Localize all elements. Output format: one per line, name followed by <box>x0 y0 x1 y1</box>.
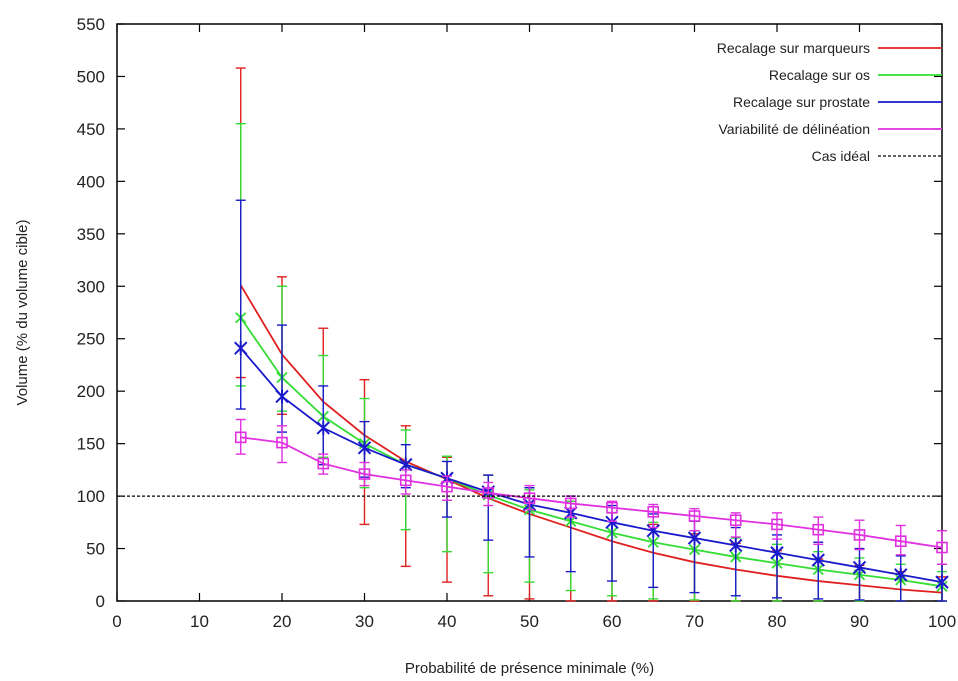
y-tick-label: 550 <box>77 15 105 34</box>
x-tick-label: 20 <box>273 612 292 631</box>
data-point <box>729 514 742 527</box>
y-tick-label: 450 <box>77 120 105 139</box>
x-tick-label: 0 <box>112 612 121 631</box>
data-point <box>606 501 618 514</box>
y-tick-label: 400 <box>77 172 105 191</box>
data-point <box>399 474 412 487</box>
data-point <box>276 436 288 449</box>
data-point <box>811 553 825 568</box>
data-point <box>523 492 536 504</box>
series-1 <box>235 122 948 602</box>
y-tick-label: 150 <box>77 435 105 454</box>
x-tick-label: 40 <box>438 612 457 631</box>
series-line <box>240 436 943 549</box>
x-tick-label: 80 <box>768 612 787 631</box>
data-point <box>564 497 577 510</box>
data-point <box>894 567 908 582</box>
legend-label: Cas idéal <box>812 148 870 164</box>
data-point <box>729 538 743 553</box>
y-tick-labels: 0 50 100 150 200 250 300 350 400 450 500 550 <box>77 15 105 611</box>
y-tick-label: 300 <box>77 277 105 296</box>
x-tick-labels: 0 10 20 30 40 50 60 70 80 90 100 <box>112 612 956 631</box>
series-line <box>240 317 943 588</box>
legend-label: Variabilité de délinéation <box>718 121 870 137</box>
data-point <box>441 480 453 493</box>
y-tick-label: 100 <box>77 487 105 506</box>
x-tick-label: 70 <box>685 612 704 631</box>
data-point <box>234 341 248 356</box>
x-tick-label: 100 <box>928 612 956 631</box>
data-point <box>687 531 702 546</box>
data-point <box>771 518 783 531</box>
x-tick-label: 60 <box>603 612 622 631</box>
data-point <box>853 529 866 541</box>
y-tick-label: 250 <box>77 330 105 349</box>
data-point <box>894 535 907 548</box>
series-line <box>240 347 943 584</box>
x-tick-label: 30 <box>355 612 374 631</box>
y-tick-label: 200 <box>77 382 105 401</box>
data-point <box>317 457 330 470</box>
x-tick-label: 50 <box>520 612 539 631</box>
data-point <box>935 575 949 590</box>
data-point <box>812 523 825 536</box>
data-point <box>358 468 371 480</box>
x-tick-label: 90 <box>850 612 869 631</box>
data-point <box>275 389 289 404</box>
x-tick-label: 10 <box>190 612 209 631</box>
data-point <box>770 545 784 560</box>
y-tick-label: 50 <box>86 540 105 559</box>
data-point <box>482 487 495 499</box>
legend-label: Recalage sur prostate <box>733 94 870 110</box>
legend-label: Recalage sur os <box>769 67 870 83</box>
legend-label: Recalage sur marqueurs <box>717 40 870 56</box>
y-axis-label: Volume (% du volume cible) <box>14 220 31 406</box>
data-point <box>936 541 948 554</box>
data-point <box>647 506 660 518</box>
series-line <box>239 284 943 594</box>
data-point <box>852 560 867 575</box>
series-3 <box>234 418 948 565</box>
series-layer <box>117 67 949 602</box>
data-point <box>688 510 701 522</box>
series-2 <box>234 199 949 602</box>
y-tick-label: 0 <box>96 592 105 611</box>
y-tick-label: 500 <box>77 67 105 86</box>
y-tick-label: 350 <box>77 225 105 244</box>
x-axis-label: Probabilité de présence minimale (%) <box>405 660 654 677</box>
legend: Recalage sur marqueurs Recalage sur os Rec… <box>717 40 942 164</box>
data-point <box>234 431 247 444</box>
data-point <box>316 420 330 435</box>
data-point <box>357 440 372 455</box>
